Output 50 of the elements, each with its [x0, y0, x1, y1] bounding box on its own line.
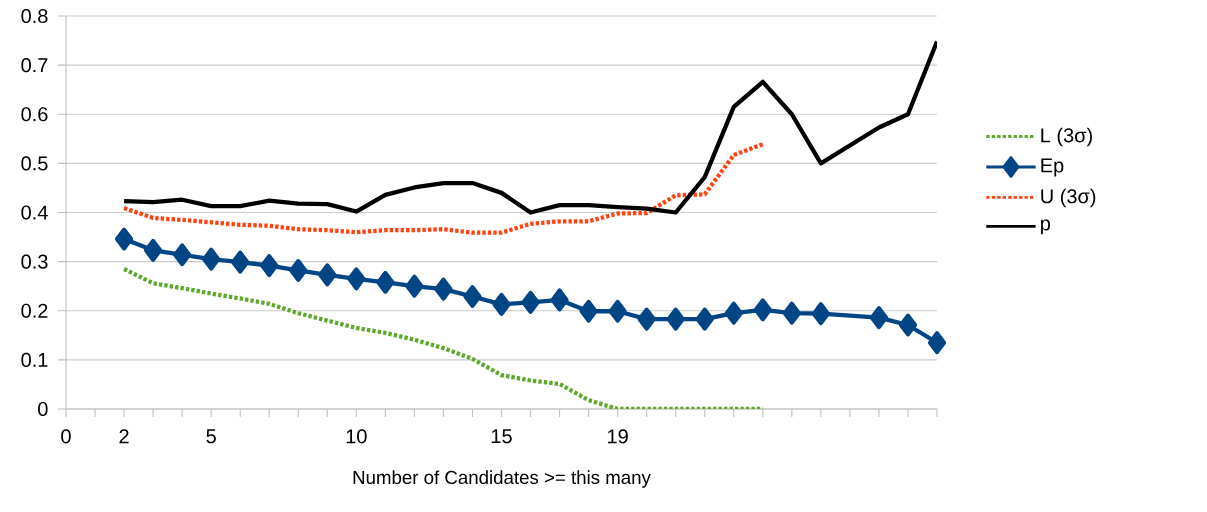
- point: [666, 307, 685, 331]
- line-series: [121, 142, 765, 235]
- point: [114, 227, 134, 251]
- point: [608, 299, 627, 323]
- y-tick-label: 0.3: [21, 254, 48, 269]
- x-axis-title: Number of Candidates >= this many: [353, 470, 651, 488]
- y-tick-label: 0.2: [21, 303, 48, 318]
- x-tick-label: 10: [346, 429, 367, 444]
- point: [521, 290, 540, 314]
- point: [753, 298, 772, 322]
- point: [927, 331, 947, 355]
- x-tick-label: 15: [491, 429, 512, 444]
- point: [434, 277, 453, 301]
- y-tick-label: 0.4: [21, 205, 48, 220]
- line-series: [121, 39, 937, 215]
- point: [405, 274, 424, 298]
- point: [579, 299, 598, 323]
- legend-label: p: [1041, 219, 1051, 235]
- point: [173, 243, 192, 267]
- point: [811, 302, 831, 326]
- y-tick-label: 0.6: [21, 107, 48, 122]
- point: [143, 238, 163, 262]
- legend-label: Ep: [1041, 158, 1064, 177]
- point: [376, 270, 395, 294]
- point: [869, 306, 889, 330]
- x-tick-label: 2: [119, 429, 129, 444]
- point: [898, 313, 918, 337]
- y-tick-label: 0.5: [21, 156, 48, 171]
- point: [318, 263, 337, 287]
- point: [782, 301, 801, 325]
- point: [695, 307, 714, 331]
- y-tick-label: 0.8: [21, 8, 48, 24]
- x-tick-label: 5: [206, 429, 216, 444]
- y-tick-label: 0: [38, 401, 48, 417]
- point: [550, 288, 569, 312]
- point: [231, 250, 250, 274]
- point: [637, 307, 656, 331]
- legend-label: U (3σ): [1041, 188, 1096, 208]
- x-tick-label: 0: [61, 429, 71, 444]
- point: [289, 259, 308, 282]
- y-tick-label: 0.7: [21, 58, 48, 73]
- legend-label: L (3σ): [1041, 127, 1092, 147]
- point: [202, 247, 221, 271]
- point: [260, 254, 279, 278]
- point: [724, 301, 743, 325]
- point: [463, 285, 482, 308]
- y-tick-label: 0.1: [21, 352, 48, 367]
- x-tick-label: 19: [608, 429, 628, 444]
- point: [492, 292, 511, 316]
- point: [347, 267, 366, 291]
